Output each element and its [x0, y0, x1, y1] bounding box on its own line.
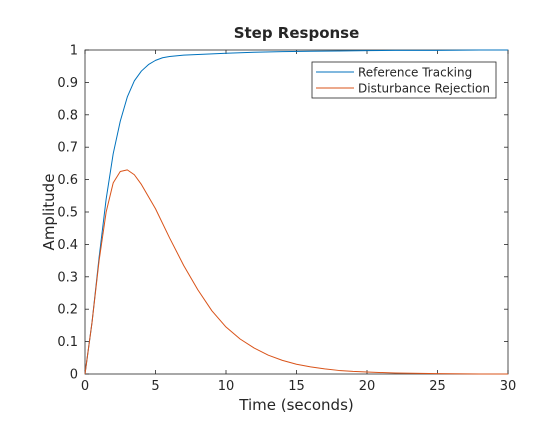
y-tick-label: 0.1 — [57, 335, 78, 350]
axis-ticks: 0 5 10 15 20 25 30 0 0.1 0.2 0.3 0.4 0.5 0.6 0.7 0.8 0.9… — [57, 44, 516, 395]
y-tick-label: 1 — [70, 44, 78, 59]
legend-label-disturbance-rejection: Disturbance Rejection — [358, 82, 490, 96]
y-tick-label: 0.3 — [57, 270, 78, 285]
x-tick-label: 20 — [359, 379, 376, 394]
x-tick-label: 25 — [429, 379, 446, 394]
legend-box — [311, 61, 497, 99]
x-tick-label: 5 — [151, 379, 159, 394]
y-tick-label: 0 — [70, 368, 78, 383]
y-tick-label: 0.2 — [57, 303, 78, 318]
y-tick-label: 0.6 — [57, 173, 78, 188]
x-axis-label: Time (seconds) — [238, 396, 354, 414]
x-tick-label: 15 — [288, 379, 305, 394]
x-tick-label: 10 — [218, 379, 235, 394]
series-lines — [84, 49, 508, 375]
x-tick-label: 30 — [500, 379, 517, 394]
y-tick-label: 0.7 — [57, 141, 78, 156]
series-line-reference-tracking — [84, 49, 508, 375]
chart-title: Step Response — [234, 24, 360, 42]
y-tick-label: 0.8 — [57, 108, 78, 123]
plot-area — [84, 49, 509, 375]
series-line-disturbance-rejection — [84, 169, 508, 375]
x-tick-label: 0 — [81, 379, 89, 394]
y-axis-label: Amplitude — [40, 174, 58, 251]
y-tick-label: 0.9 — [57, 76, 78, 91]
y-tick-label: 0.4 — [57, 238, 78, 253]
legend-label-reference-tracking: Reference Tracking — [358, 66, 472, 80]
y-tick-label: 0.5 — [57, 206, 78, 221]
legend: Reference Tracking Disturbance Rejection — [311, 61, 497, 99]
